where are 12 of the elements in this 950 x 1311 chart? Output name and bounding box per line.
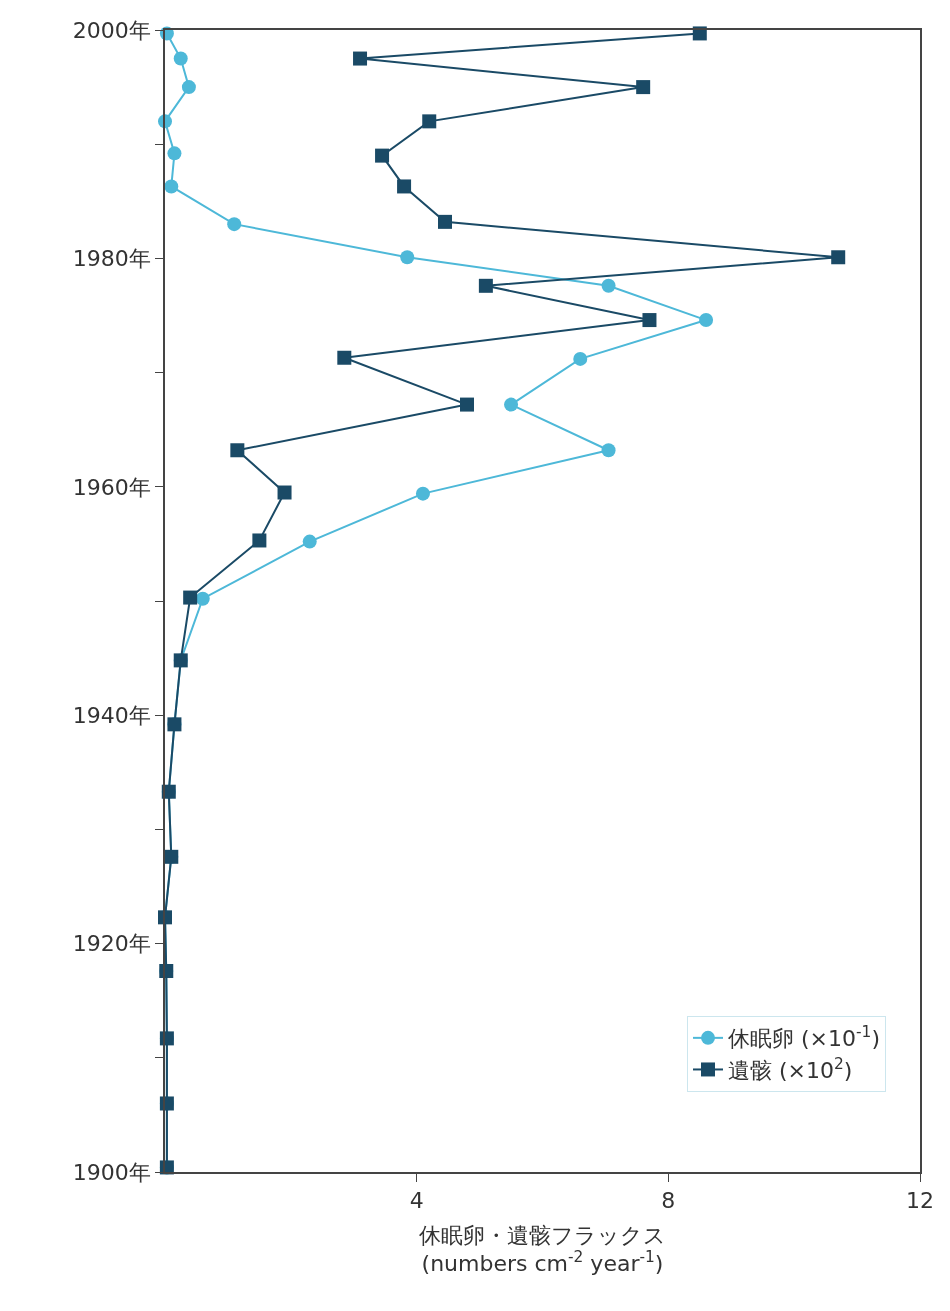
legend-label: 遺骸 (×10$^{2}$) [728, 1054, 853, 1084]
y-tick-label: 1940年 [72, 702, 151, 728]
x-axis-title: 休眠卵・遺骸フラックス (numbers cm$^{-2}$ year$^{-1}$) [419, 1222, 666, 1277]
x-tick-label: 4 [409, 1188, 424, 1214]
x-tick-label: 12 [906, 1188, 934, 1214]
y-tick-label: 1900年 [72, 1159, 151, 1185]
y-tick-label: 1960年 [72, 474, 151, 500]
y-tick-label: 1980年 [72, 246, 151, 272]
legend-label: 休眠卵 (×10$^{-1}$) [728, 1023, 880, 1052]
y-tick-label: 2000年 [72, 17, 151, 43]
x-tick-label: 8 [661, 1188, 676, 1214]
y-tick-label: 1920年 [72, 931, 151, 957]
